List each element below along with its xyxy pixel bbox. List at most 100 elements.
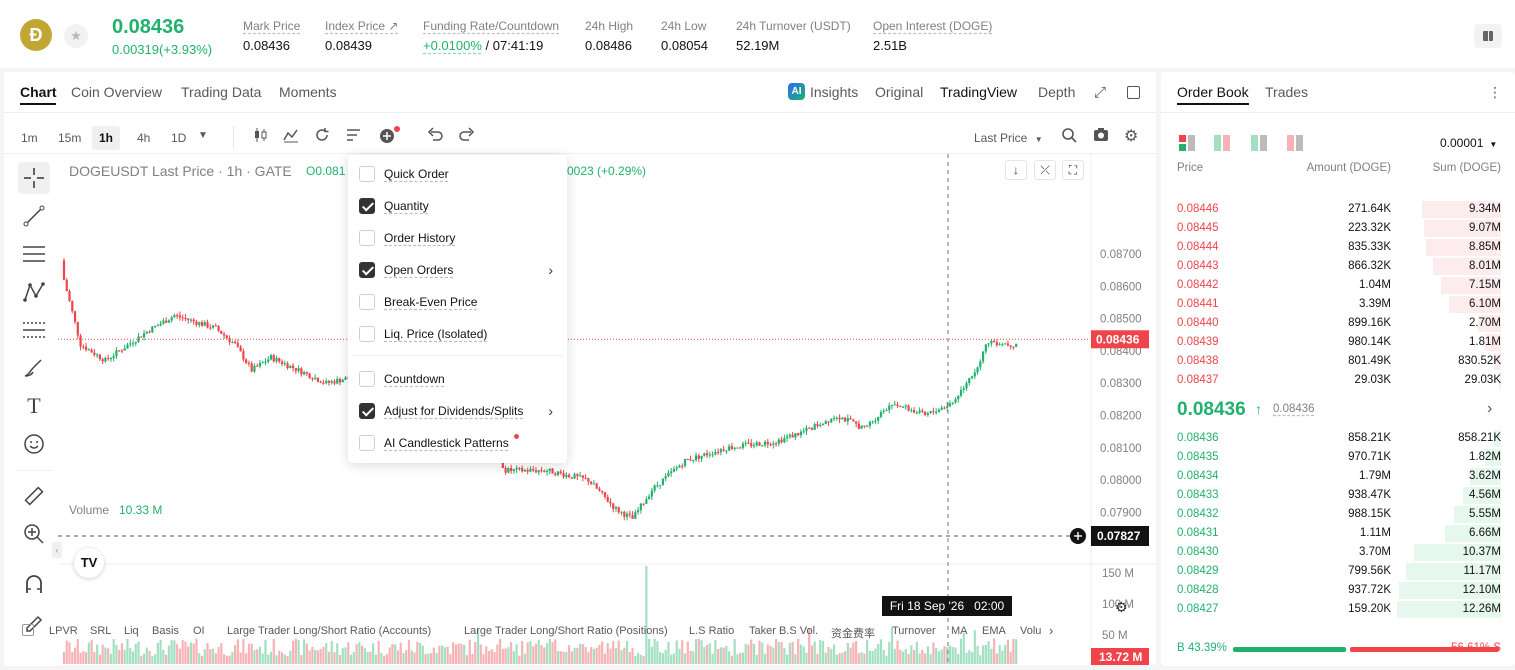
indicator-funding-rate[interactable]: 资金费率: [831, 628, 875, 640]
collapse-tools-icon[interactable]: ‹: [52, 542, 62, 558]
ob-price[interactable]: 0.08433: [1177, 489, 1219, 501]
indicator-panel-icon[interactable]: [22, 624, 34, 636]
axis-settings-icon[interactable]: ⚙: [1115, 599, 1128, 615]
horizontal-lines-tool-icon[interactable]: [18, 238, 50, 270]
bid-row[interactable]: 0.08431 1.11M 6.66M: [1161, 524, 1515, 543]
brush-tool-icon[interactable]: [18, 352, 50, 384]
bid-row[interactable]: 0.08430 3.70M 10.37M: [1161, 543, 1515, 562]
ai-insights-icon[interactable]: AI: [788, 83, 805, 100]
view-both-icon[interactable]: [1179, 135, 1195, 154]
timeframe-4h[interactable]: 4h: [137, 131, 151, 145]
checkbox[interactable]: [359, 371, 375, 387]
ob-price[interactable]: 0.08437: [1177, 374, 1219, 386]
ob-price[interactable]: 0.08441: [1177, 298, 1219, 310]
menu-item-open-orders[interactable]: Open Orders ›: [348, 254, 567, 286]
ob-price[interactable]: 0.08434: [1177, 470, 1219, 482]
ask-row[interactable]: 0.08446 271.64K 9.34M: [1161, 200, 1515, 219]
checkbox-checked[interactable]: [359, 403, 375, 419]
checkbox[interactable]: [359, 294, 375, 310]
ob-price[interactable]: 0.08432: [1177, 508, 1219, 520]
zoom-in-tool-icon[interactable]: [18, 518, 50, 550]
menu-item-ai-candlestick[interactable]: AI Candlestick Patterns: [348, 427, 567, 459]
indicator-volume[interactable]: Volu: [1020, 625, 1042, 637]
checkbox[interactable]: [359, 230, 375, 246]
ob-price[interactable]: 0.08438: [1177, 355, 1219, 367]
ask-row[interactable]: 0.08441 3.39M 6.10M: [1161, 295, 1515, 314]
bid-row[interactable]: 0.08436 858.21K 858.21K: [1161, 429, 1515, 448]
tab-insights[interactable]: Insights: [810, 84, 859, 100]
fullscreen-icon[interactable]: ⛶: [1062, 160, 1084, 180]
ob-mark-price[interactable]: 0.08436: [1273, 403, 1315, 415]
timeframe-1h[interactable]: 1h: [92, 126, 121, 150]
ask-row[interactable]: 0.08437 29.03K 29.03K: [1161, 371, 1515, 390]
add-overlay-icon[interactable]: [379, 126, 401, 147]
funding-rate[interactable]: +0.0100%: [423, 38, 482, 53]
indicator-basis[interactable]: Basis: [152, 625, 179, 637]
camera-icon[interactable]: [1093, 127, 1109, 145]
trend-line-tool-icon[interactable]: [18, 200, 50, 232]
ob-price[interactable]: 0.08430: [1177, 546, 1219, 558]
menu-item-quantity[interactable]: Quantity: [348, 190, 567, 222]
checkbox[interactable]: [359, 435, 375, 451]
index-price-label[interactable]: Index Price ↗: [325, 19, 399, 33]
chevron-right-icon[interactable]: ›: [1049, 623, 1054, 638]
menu-item-adjust-dividends[interactable]: Adjust for Dividends/Splits ›: [348, 395, 567, 427]
checkbox-checked[interactable]: [359, 198, 375, 214]
ask-row[interactable]: 0.08439 980.14K 1.81M: [1161, 333, 1515, 352]
tab-chart[interactable]: Chart: [20, 84, 57, 100]
tab-order-book[interactable]: Order Book: [1177, 84, 1249, 100]
bid-row[interactable]: 0.08432 988.15K 5.55M: [1161, 505, 1515, 524]
indicator-turnover[interactable]: Turnover: [892, 625, 936, 637]
menu-item-liq-price[interactable]: Liq. Price (Isolated): [348, 318, 567, 350]
indicator-ls-ratio[interactable]: L.S Ratio: [689, 625, 735, 637]
indicator-oi[interactable]: OI: [193, 625, 205, 637]
ob-price[interactable]: 0.08445: [1177, 222, 1219, 234]
mark-price-label[interactable]: Mark Price: [243, 19, 301, 33]
scroll-to-latest-icon[interactable]: ↓: [1005, 160, 1027, 180]
ask-row[interactable]: 0.08444 835.33K 8.85M: [1161, 238, 1515, 257]
bid-row[interactable]: 0.08427 159.20K 12.26M: [1161, 600, 1515, 619]
tab-depth[interactable]: Depth: [1038, 84, 1076, 100]
text-tool-icon[interactable]: T: [27, 393, 41, 418]
indicator-lt-ls-accounts[interactable]: Large Trader Long/Short Ratio (Accounts): [227, 625, 432, 637]
indicator-lt-ls-positions[interactable]: Large Trader Long/Short Ratio (Positions…: [464, 625, 668, 637]
tradingview-logo-icon[interactable]: TV: [74, 548, 104, 578]
ob-price[interactable]: 0.08429: [1177, 565, 1219, 577]
expand-icon[interactable]: ⤢: [1094, 84, 1107, 101]
timeframe-1d[interactable]: 1D: [171, 131, 187, 145]
price-chart-canvas[interactable]: 0.08700 0.08600 0.08500 0.08400 0.08300 0.082…: [58, 154, 1156, 666]
ob-price[interactable]: 0.08444: [1177, 241, 1219, 253]
menu-item-order-history[interactable]: Order History: [348, 222, 567, 254]
template-icon[interactable]: [346, 128, 362, 145]
ask-row[interactable]: 0.08443 866.32K 8.01M: [1161, 257, 1515, 276]
price-type-select[interactable]: Last Price ▼: [974, 126, 1043, 152]
indicator-ema[interactable]: EMA: [982, 625, 1006, 637]
checkbox-checked[interactable]: [359, 262, 375, 278]
bid-row[interactable]: 0.08434 1.79M 3.62M: [1161, 467, 1515, 486]
bid-row[interactable]: 0.08433 938.47K 4.56M: [1161, 486, 1515, 505]
pattern-tool-icon[interactable]: [18, 276, 50, 308]
candle-type-icon[interactable]: [253, 126, 269, 147]
ob-price[interactable]: 0.08446: [1177, 203, 1219, 215]
ask-row[interactable]: 0.08438 801.49K 830.52K: [1161, 352, 1515, 371]
timeframe-dropdown-icon[interactable]: ▼: [198, 130, 208, 141]
timeframe-15m[interactable]: 15m: [58, 131, 82, 145]
timeframe-1m[interactable]: 1m: [21, 131, 38, 145]
checkbox[interactable]: [359, 166, 375, 182]
view-asks-only-icon[interactable]: [1287, 135, 1303, 154]
tab-trades[interactable]: Trades: [1265, 84, 1309, 100]
chevron-right-icon[interactable]: ›: [1487, 400, 1493, 417]
menu-item-quick-order[interactable]: Quick Order: [348, 158, 567, 190]
ob-price[interactable]: 0.08440: [1177, 317, 1219, 329]
bid-row[interactable]: 0.08435 970.71K 1.82M: [1161, 448, 1515, 467]
redo-icon[interactable]: [459, 127, 475, 144]
ruler-tool-icon[interactable]: [18, 480, 50, 512]
checkbox[interactable]: [359, 326, 375, 342]
ob-price[interactable]: 0.08436: [1177, 432, 1219, 444]
tab-tradingview[interactable]: TradingView: [940, 84, 1018, 100]
settings-gear-icon[interactable]: ⚙: [1124, 128, 1139, 145]
favorite-star-icon[interactable]: ★: [64, 24, 88, 48]
search-icon[interactable]: [1061, 127, 1077, 146]
ask-row[interactable]: 0.08440 899.16K 2.70M: [1161, 314, 1515, 333]
magnet-tool-icon[interactable]: [18, 568, 50, 600]
